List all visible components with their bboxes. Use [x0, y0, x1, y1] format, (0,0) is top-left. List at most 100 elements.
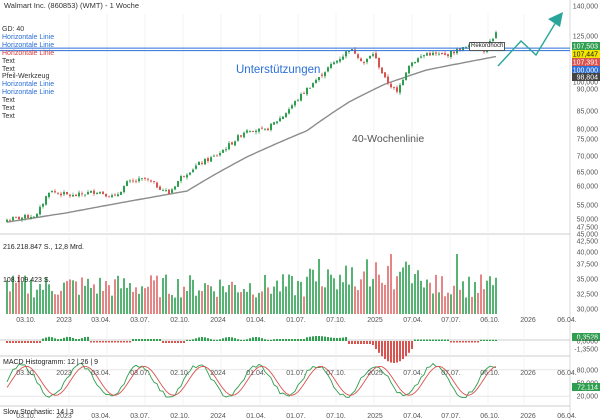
volume-bar: [174, 297, 176, 314]
price-tick: 35,000: [577, 277, 599, 284]
volume-bar: [39, 284, 41, 314]
volume-bar: [276, 280, 278, 314]
macd-bar: [12, 341, 14, 343]
candle: [258, 128, 260, 132]
macd-bar: [156, 339, 158, 341]
macd-bar: [414, 339, 416, 341]
candle: [99, 192, 101, 194]
macd-bar: [204, 337, 206, 341]
time-tick-main: 2026: [520, 317, 536, 324]
legend-item[interactable]: Text: [2, 65, 15, 73]
price-tick: 37,500: [577, 262, 599, 269]
candle: [222, 149, 224, 153]
volume-bar: [432, 293, 434, 314]
macd-bar: [429, 339, 431, 341]
volume-bar: [33, 297, 35, 314]
macd-bar: [435, 339, 437, 341]
macd-bar: [492, 339, 494, 341]
time-tick-main: 2023: [56, 317, 72, 324]
candle: [135, 180, 137, 182]
legend-item[interactable]: Horizontale Linie: [2, 33, 55, 41]
volume-bar: [72, 280, 74, 314]
candle: [111, 195, 113, 198]
macd-bar: [345, 337, 347, 341]
volume-bar: [189, 275, 191, 314]
time-tick-macd: 01.07.: [286, 370, 306, 377]
volume-bar: [159, 297, 161, 314]
candle: [27, 215, 29, 218]
ma-label[interactable]: 40-Wochenlinie: [352, 133, 425, 145]
macd-bar: [486, 339, 488, 341]
volume-bar: [105, 281, 107, 314]
price-tick: 70,000: [577, 154, 599, 161]
macd-bar: [168, 341, 170, 343]
legend-item[interactable]: Text: [2, 105, 15, 113]
volume-bar: [258, 292, 260, 314]
macd-bar: [27, 341, 29, 343]
candle: [402, 79, 404, 85]
legend-item[interactable]: Text: [2, 57, 15, 65]
legend-item[interactable]: Pfeil-Werkzeug: [2, 73, 50, 81]
macd-bar: [114, 341, 116, 343]
volume-bar: [300, 281, 302, 314]
macd-bar: [336, 337, 338, 341]
ath-label[interactable]: Rekordhoch: [469, 42, 506, 51]
macd-bar: [477, 341, 479, 343]
volume-bar: [171, 295, 173, 314]
volume-bar: [48, 284, 50, 314]
candle: [288, 109, 290, 114]
macd-bar: [144, 339, 146, 341]
volume-bar: [87, 278, 89, 314]
candle: [147, 178, 149, 180]
time-tick-stoch: 07.04.: [403, 413, 423, 420]
volume-bar: [396, 276, 398, 314]
drawing-legend[interactable]: GD: 40 Horizontale Linie Horizontale Linie…: [2, 26, 54, 121]
macd-bar: [192, 339, 194, 341]
forecast-arrow[interactable]: [497, 21, 557, 67]
legend-item[interactable]: Horizontale Linie: [2, 41, 55, 49]
volume-bar: [339, 274, 341, 314]
macd-bar: [396, 341, 398, 363]
time-tick-macd: 06.04.: [557, 370, 577, 377]
price-tick: 42,500: [577, 239, 599, 246]
stoch-axis-label: 80,000: [577, 367, 599, 374]
volume-bar: [228, 284, 230, 314]
legend-item[interactable]: Text: [2, 97, 15, 105]
price-label-bg: [572, 42, 600, 50]
candle: [351, 49, 353, 51]
candle: [321, 74, 323, 76]
support-label[interactable]: Unterstützungen: [236, 64, 321, 77]
candle: [144, 177, 146, 179]
legend-item[interactable]: Text: [2, 112, 15, 120]
volume-bar: [378, 274, 380, 314]
macd-bar: [255, 337, 257, 341]
volume-bar: [426, 279, 428, 314]
macd-bar: [195, 338, 197, 341]
candle: [84, 194, 86, 196]
candle: [168, 189, 170, 194]
volume-half-label: 108.109.423 S.: [3, 277, 51, 284]
macd-bar: [318, 336, 320, 341]
macd-bar: [270, 339, 272, 341]
macd-bar: [426, 339, 428, 341]
macd-bar: [285, 339, 287, 341]
candle: [6, 219, 8, 222]
legend-item[interactable]: Horizontale Linie: [2, 81, 55, 89]
macd-bar: [405, 341, 407, 357]
candle: [336, 60, 338, 63]
legend-item[interactable]: GD: 40: [2, 26, 25, 33]
candle: [375, 53, 377, 59]
macd-axis-label: -1,3500: [574, 347, 598, 354]
legend-item[interactable]: Horizontale Linie: [2, 49, 55, 57]
price-label: 98,804: [577, 75, 599, 82]
candle: [297, 99, 299, 101]
legend-item[interactable]: Horizontale Linie: [2, 89, 55, 97]
macd-bar: [489, 339, 491, 341]
volume-bar: [6, 280, 8, 314]
volume-bar: [318, 259, 320, 314]
candle: [9, 219, 11, 221]
candle: [318, 75, 320, 80]
macd-bar: [207, 338, 209, 341]
volume-bar: [141, 286, 143, 314]
macd-bar: [393, 341, 395, 363]
